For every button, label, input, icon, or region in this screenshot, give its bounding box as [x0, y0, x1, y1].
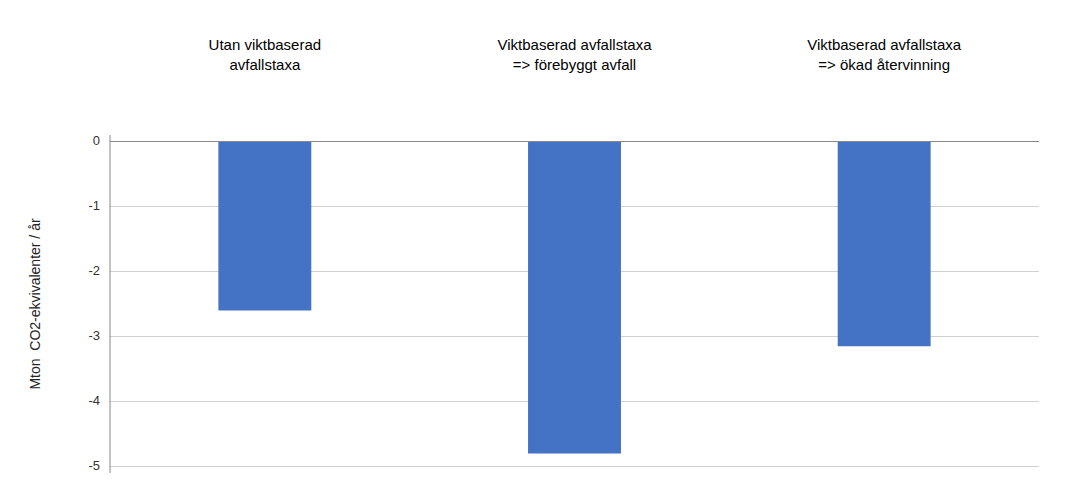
- zero-line: [110, 141, 1039, 142]
- category-label: Viktbaserad avfallstaxa=> förebyggt avfa…: [498, 36, 653, 73]
- y-tick-label: -4: [88, 393, 100, 408]
- category-label: Viktbaserad avfallstaxa=> ökad återvinni…: [807, 36, 962, 73]
- y-tick-label: -2: [88, 263, 100, 278]
- y-tick-label: -5: [88, 458, 100, 473]
- bars: [218, 142, 930, 454]
- chart-container: 0 -1 -2 -3 -4 -5 Mton CO2-ekvivalenter / år Uta…: [0, 0, 1069, 498]
- grid-line: [110, 466, 1039, 467]
- y-axis-line: [110, 135, 111, 473]
- category-label: Utan viktbaseradavfallstaxa: [209, 36, 322, 73]
- y-tick-label: -1: [88, 198, 100, 213]
- y-tick-label: 0: [93, 133, 100, 148]
- bar: [528, 142, 621, 454]
- y-axis-label: Mton CO2-ekvivalenter / år: [27, 218, 43, 390]
- bar: [838, 142, 931, 347]
- bar: [218, 142, 311, 311]
- grid-line: [110, 141, 1039, 142]
- y-tick-label: -3: [88, 328, 100, 343]
- chart: 0 -1 -2 -3 -4 -5 Mton CO2-ekvivalenter / år Uta…: [0, 0, 1069, 498]
